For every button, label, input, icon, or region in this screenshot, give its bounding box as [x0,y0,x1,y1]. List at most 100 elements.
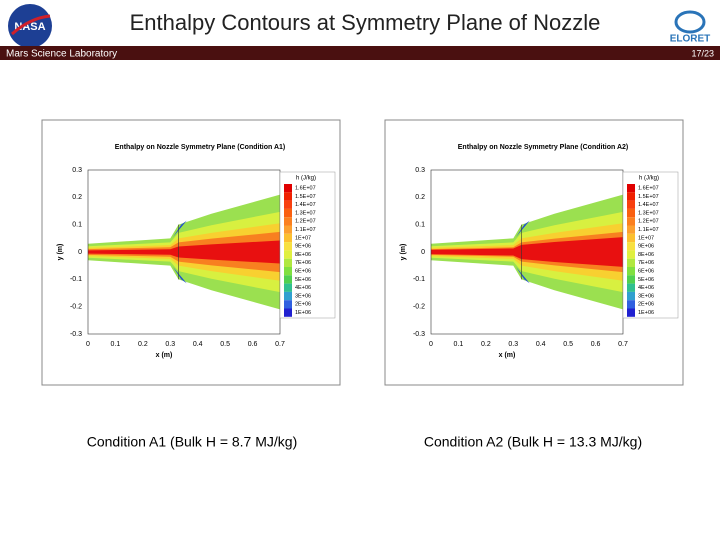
x-tick-label: 0.1 [111,341,121,348]
legend-swatch [284,225,292,234]
legend-label: 9E+06 [638,244,654,250]
figure-title: Enthalpy on Nozzle Symmetry Plane (Condi… [115,144,285,151]
legend-swatch [627,242,635,251]
plume-core [88,240,280,264]
x-tick-label: 0.6 [248,341,258,348]
y-tick-label: -0.1 [413,276,425,283]
legend-label: 4E+06 [638,285,654,291]
x-axis-label: x (m) [156,352,173,359]
figure-title: Enthalpy on Nozzle Symmetry Plane (Condi… [458,144,628,151]
legend-label: 1.4E+07 [638,202,659,208]
subtitle: Mars Science Laboratory [6,49,117,60]
legend-swatch [284,200,292,209]
y-tick-label: 0.2 [72,194,82,201]
legend-swatch [627,184,635,193]
legend-label: 1.6E+07 [295,185,316,191]
legend-label: 9E+06 [295,244,311,250]
eloret-logo [674,10,706,34]
y-tick-label: 0.3 [72,167,82,174]
legend-swatch [627,308,635,317]
y-tick-label: 0 [421,249,425,256]
legend-title: h (J/kg) [296,176,316,182]
legend-label: 1.4E+07 [295,202,316,208]
legend-swatch [284,258,292,267]
x-tick-label: 0.2 [481,341,491,348]
legend-swatch [627,258,635,267]
y-tick-label: -0.1 [70,276,82,283]
legend-label: 1E+06 [638,310,654,316]
legend-swatch [284,267,292,276]
page-number: 17/23 [691,48,714,58]
header-bar [0,46,720,60]
legend-swatch [627,291,635,301]
legend-swatch [627,250,635,259]
legend-swatch [284,242,292,251]
nozzle-lip [173,220,187,237]
x-tick-label: 0.7 [275,341,285,348]
y-tick-label: -0.3 [70,331,82,338]
legend-label: 1E+07 [295,235,311,241]
nozzle-lip [516,267,530,284]
legend-label: 4E+06 [295,285,311,291]
legend-label: 2E+06 [638,302,654,308]
y-tick-label: 0 [78,249,82,256]
legend-label: 6E+06 [638,268,654,274]
caption: Condition A1 (Bulk H = 8.7 MJ/kg) [87,434,298,450]
legend-swatch [284,233,292,243]
x-tick-label: 0.7 [618,341,628,348]
legend-swatch [627,200,635,209]
x-tick-label: 0.4 [536,341,546,348]
legend-swatch [627,283,635,292]
legend-swatch [284,300,292,309]
y-tick-label: -0.2 [413,304,425,311]
legend-swatch [627,192,635,201]
legend-label: 1.1E+07 [638,227,659,233]
legend-swatch [284,217,292,226]
slide-title: Enthalpy Contours at Symmetry Plane of N… [130,10,601,35]
x-axis-label: x (m) [499,352,516,359]
x-tick-label: 0.2 [138,341,148,348]
legend-label: 7E+06 [638,260,654,266]
legend-label: 1.2E+07 [638,219,659,225]
plume-core [431,237,623,267]
legend-swatch [627,233,635,243]
legend-label: 1.6E+07 [638,185,659,191]
x-tick-label: 0 [429,341,433,348]
legend-label: 8E+06 [295,252,311,258]
y-tick-label: -0.2 [70,304,82,311]
y-tick-label: 0.3 [415,167,425,174]
legend-label: 5E+06 [295,277,311,283]
y-tick-label: -0.3 [413,331,425,338]
legend-swatch [284,275,292,284]
y-axis-label: y (m) [400,244,407,261]
legend-label: 1.3E+07 [295,210,316,216]
legend-swatch [284,208,292,218]
nasa-logo [8,4,52,48]
legend-label: 1.1E+07 [295,227,316,233]
legend-swatch [627,275,635,284]
legend-swatch [284,291,292,301]
nozzle-lip [173,267,187,284]
x-tick-label: 0.4 [193,341,203,348]
x-tick-label: 0.3 [165,341,175,348]
legend-swatch [627,217,635,226]
nasa-logo-text: NASA [14,21,45,33]
legend-swatch [284,250,292,259]
legend-label: 1.5E+07 [295,194,316,200]
x-tick-label: 0.3 [508,341,518,348]
legend-swatch [284,308,292,317]
y-tick-label: 0.2 [415,194,425,201]
x-tick-label: 0.5 [563,341,573,348]
legend-label: 1E+06 [295,310,311,316]
legend-swatch [627,225,635,234]
nasa-swoosh [11,14,51,36]
legend-label: 1E+07 [638,235,654,241]
legend-label: 8E+06 [638,252,654,258]
legend-swatch [284,283,292,292]
legend-label: 3E+06 [638,293,654,299]
x-tick-label: 0 [86,341,90,348]
x-tick-label: 0.6 [591,341,601,348]
y-axis-label: y (m) [57,244,64,261]
legend-label: 2E+06 [295,302,311,308]
legend-swatch [627,300,635,309]
